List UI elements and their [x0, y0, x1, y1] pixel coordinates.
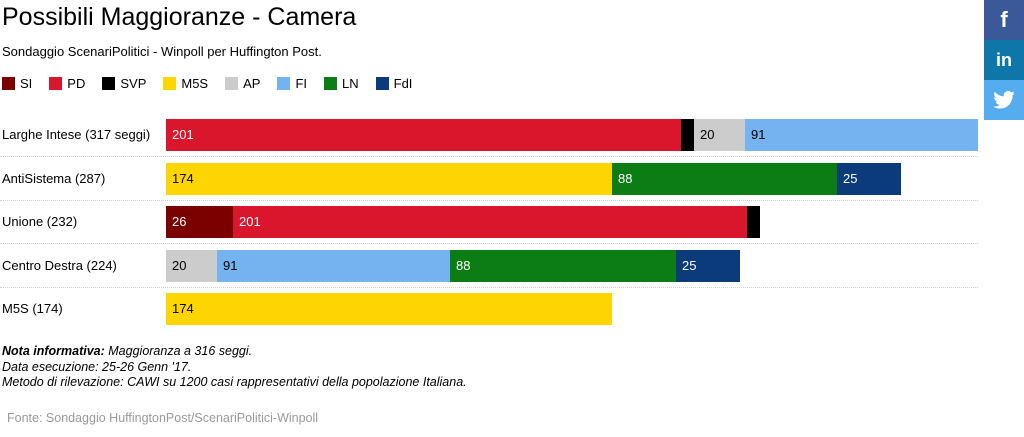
legend-item-fdi: FdI: [375, 75, 413, 91]
row-label: Larghe Intese (317 seggi): [2, 127, 151, 142]
bar-segment-si: 26: [166, 206, 233, 239]
note-majority-text: Maggioranza a 316 seggi.: [104, 344, 253, 358]
bar-value-label: 91: [223, 257, 238, 273]
social-share-bar: f in: [984, 0, 1024, 120]
note-date: Data esecuzione: 25-26 Genn '17.: [2, 359, 192, 374]
legend-swatch: [2, 76, 15, 90]
row-divider: [0, 286, 978, 288]
bar-value-label: 20: [700, 127, 715, 142]
legend-swatch: [225, 76, 239, 90]
note-majority: Nota informativa: Maggioranza a 316 segg…: [2, 344, 467, 360]
facebook-share-button[interactable]: f: [984, 0, 1024, 40]
legend-item-m5s: M5S: [163, 76, 208, 91]
legend-label: M5S: [181, 75, 209, 91]
legend-item-si: SI: [2, 76, 32, 91]
legend-label: SI: [20, 75, 33, 91]
bar-value-label: 201: [172, 127, 194, 142]
legend-swatch: [324, 76, 338, 90]
bar-segment-fdi: 25: [676, 249, 740, 282]
legend-label: AP: [243, 75, 261, 91]
bar-value-label: 201: [239, 214, 261, 230]
bar-value-label: 25: [843, 170, 858, 186]
legend-label: FI: [295, 75, 308, 91]
bar-value-label: 174: [172, 301, 194, 317]
twitter-icon: [993, 91, 1015, 109]
legend-item-svp: SVP: [102, 76, 146, 91]
legend-swatch: [49, 76, 63, 90]
bar-value-label: 20: [172, 257, 187, 273]
row-label: M5S (174): [2, 301, 63, 317]
bar-segment-pd: 201: [233, 206, 747, 239]
legend-item-ap: AP: [225, 76, 260, 91]
linkedin-icon: in: [996, 49, 1012, 70]
bar-segment-ln: 88: [612, 162, 837, 195]
legend-item-fi: FI: [277, 76, 307, 91]
bar-segment-ln: 88: [450, 249, 676, 282]
row-label: Centro Destra (224): [2, 257, 117, 273]
note-label: Nota informativa:: [2, 344, 105, 358]
bar-segment-ap: 20: [694, 119, 745, 151]
note-method: Metodo di rilevazione: CAWI su 1200 casi…: [2, 375, 467, 389]
bar-value-label: 88: [618, 170, 633, 186]
legend-item-ln: LN: [324, 76, 359, 91]
bar-segment-m5s: 174: [166, 162, 612, 195]
linkedin-share-button[interactable]: in: [984, 40, 1024, 80]
legend-swatch: [375, 76, 389, 90]
bar-segment-fi: 91: [217, 249, 450, 282]
bar-segment-fdi: 25: [837, 162, 901, 195]
bar-value-label: 25: [682, 257, 697, 273]
row-divider: [0, 199, 978, 201]
bar-value-label: 91: [751, 127, 766, 142]
legend-label: LN: [342, 75, 359, 91]
legend-item-pd: PD: [49, 76, 85, 91]
twitter-share-button[interactable]: [984, 80, 1024, 120]
chart-title: Possibili Maggioranze - Camera: [2, 3, 357, 31]
stacked-bar-chart: Larghe Intese (317 seggi) 201 20 91 AntiSist…: [0, 112, 980, 332]
bar-segment-ap: 20: [166, 249, 217, 282]
row-divider: [0, 243, 978, 245]
bar-value-label: 88: [456, 257, 471, 273]
legend-label: PD: [67, 75, 86, 91]
legend: SI PD SVP M5S AP FI LN FdI: [2, 73, 429, 93]
row-label: AntiSistema (287): [2, 170, 106, 186]
bar-segment-svp: [747, 206, 760, 239]
row-label: Unione (232): [2, 214, 78, 230]
source-credit: Fonte: Sondaggio HuffingtonPost/ScenariP…: [7, 411, 319, 425]
bar-value-label: 26: [172, 214, 187, 230]
legend-swatch: [277, 76, 291, 90]
bar-segment-m5s: 174: [166, 293, 612, 326]
chart-subtitle: Sondaggio ScenariPolitici - Winpoll per …: [2, 44, 322, 59]
facebook-icon: f: [1000, 7, 1008, 32]
bar-segment-svp: [681, 119, 694, 151]
bar-segment-pd: 201: [166, 119, 681, 151]
legend-swatch: [102, 76, 116, 90]
notes: Nota informativa: Maggioranza a 316 segg…: [2, 344, 467, 391]
legend-swatch: [163, 76, 177, 90]
legend-label: SVP: [120, 75, 147, 91]
row-divider: [0, 156, 978, 157]
legend-label: FdI: [393, 75, 413, 91]
bar-segment-fi: 91: [745, 119, 978, 151]
bar-value-label: 174: [172, 170, 194, 186]
